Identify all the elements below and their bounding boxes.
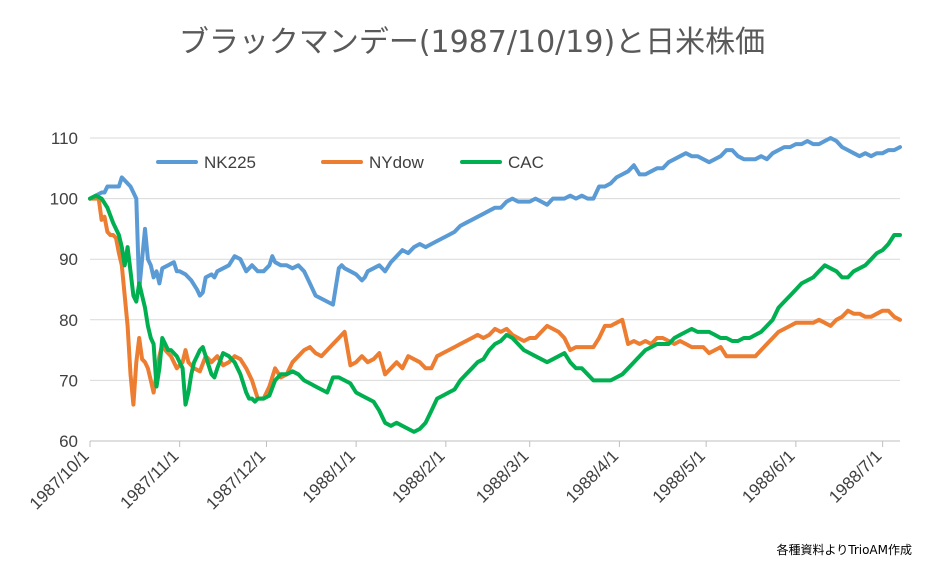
- legend-label-cac: CAC: [508, 153, 544, 172]
- series-line-nydow: [88, 196, 902, 407]
- legend: NK225 NYdow CAC: [156, 153, 544, 172]
- x-tick-label: 1988/6/1: [738, 446, 798, 506]
- y-tick-label: 60: [59, 432, 78, 451]
- x-tick-label: 1988/3/1: [472, 446, 532, 506]
- gridlines: [90, 137, 900, 381]
- x-tick-label: 1988/5/1: [649, 446, 709, 506]
- y-axis-ticks: 60 70 80 90 100 110: [50, 129, 78, 451]
- x-tick-label: 1987/10/1: [26, 446, 93, 513]
- x-tick-label: 1987/11/1: [116, 446, 182, 512]
- x-axis-ticks: 1987/10/1 1987/11/1 1987/12/1 1988/1/1 1988/…: [26, 441, 885, 513]
- y-tick-label: 100: [50, 190, 78, 209]
- legend-label-nydow: NYdow: [369, 153, 425, 172]
- x-tick-label: 1988/7/1: [825, 446, 885, 506]
- x-tick-label: 1988/4/1: [562, 446, 622, 506]
- y-tick-label: 110: [51, 129, 78, 148]
- x-tick-label: 1987/12/1: [202, 446, 269, 513]
- source-credit: 各種資料よりTrioAM作成: [777, 542, 913, 557]
- series-line-nk225: [88, 136, 902, 307]
- legend-label-nk225: NK225: [204, 153, 256, 172]
- series-lines: [88, 136, 902, 434]
- y-tick-label: 80: [59, 311, 78, 330]
- y-tick-label: 90: [59, 250, 78, 269]
- chart-title: ブラックマンデー(1987/10/19)と日米株価: [179, 25, 765, 60]
- x-tick-label: 1988/2/1: [388, 446, 448, 506]
- x-tick-label: 1988/1/1: [299, 446, 359, 506]
- y-tick-label: 70: [59, 371, 78, 390]
- series-line-cac: [88, 193, 902, 434]
